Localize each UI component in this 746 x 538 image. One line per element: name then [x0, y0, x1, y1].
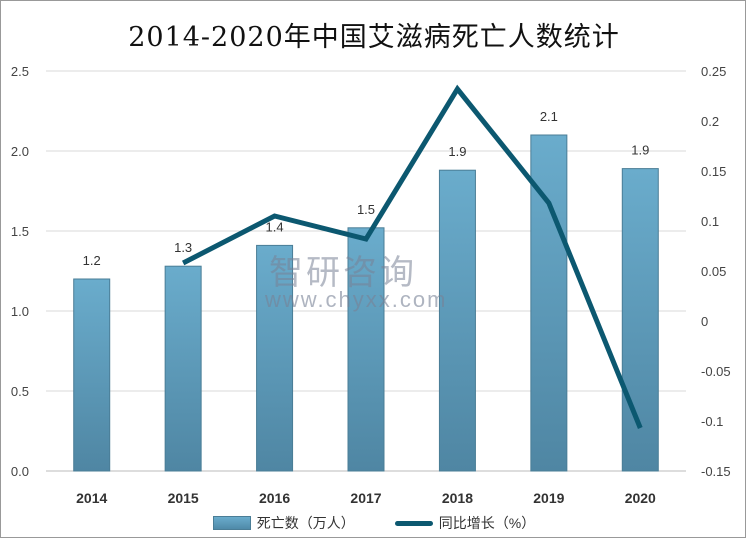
y2-tick-label: -0.15: [701, 464, 731, 479]
y-tick-label: 1.5: [11, 224, 29, 239]
legend-item-bar: 死亡数（万人）: [212, 513, 355, 533]
y2-tick-label: 0: [701, 314, 708, 329]
legend-swatch-line: [394, 520, 433, 526]
x-tick-label: 2018: [442, 490, 473, 506]
bar-2016: [256, 244, 294, 472]
bar-2014: [73, 278, 111, 472]
y-tick-label: 0.5: [11, 384, 29, 399]
x-tick-label: 2017: [350, 490, 381, 506]
data-label: 1.2: [83, 253, 101, 268]
data-label: 1.4: [266, 219, 284, 234]
y2-tick-label: -0.1: [701, 414, 723, 429]
growth-line: [181, 84, 643, 429]
bar-2018: [438, 169, 476, 472]
y2-tick-label: 0.05: [701, 264, 726, 279]
bar-2020: [621, 168, 659, 472]
legend: 死亡数（万人） 同比增长（%）: [1, 513, 745, 533]
y-tick-label: 2.5: [11, 64, 29, 79]
data-label: 1.9: [631, 143, 649, 158]
data-label: 1.5: [357, 202, 375, 217]
legend-swatch-bar: [212, 516, 251, 530]
y-tick-label: 0.0: [11, 464, 29, 479]
x-tick-label: 2020: [625, 490, 656, 506]
bar-2015: [164, 265, 202, 472]
x-tick-label: 2015: [168, 490, 199, 506]
y2-tick-label: 0.15: [701, 164, 726, 179]
x-tick-label: 2014: [76, 490, 107, 506]
y2-tick-label: 0.1: [701, 214, 719, 229]
data-label: 1.3: [174, 240, 192, 255]
watermark-url: www.chyxx.com: [265, 287, 448, 312]
x-tick-label: 2016: [259, 490, 290, 506]
legend-label: 死亡数（万人）: [256, 515, 355, 531]
y-tick-label: 1.0: [11, 304, 29, 319]
chart-title: 2014-2020年中国艾滋病死亡人数统计: [128, 22, 620, 53]
y-tick-label: 2.0: [11, 144, 29, 159]
y2-tick-label: 0.25: [701, 64, 726, 79]
legend-item-line: 同比增长（%）: [394, 513, 536, 533]
watermark-logo: 智研咨询: [269, 254, 417, 292]
x-tick-label: 2019: [533, 490, 564, 506]
y2-tick-label: -0.05: [701, 364, 731, 379]
data-label: 2.1: [540, 109, 558, 124]
legend-label: 同比增长（%）: [438, 515, 536, 531]
y2-tick-label: 0.2: [701, 114, 719, 129]
data-label: 1.9: [448, 144, 466, 159]
bar-2017: [347, 227, 385, 472]
